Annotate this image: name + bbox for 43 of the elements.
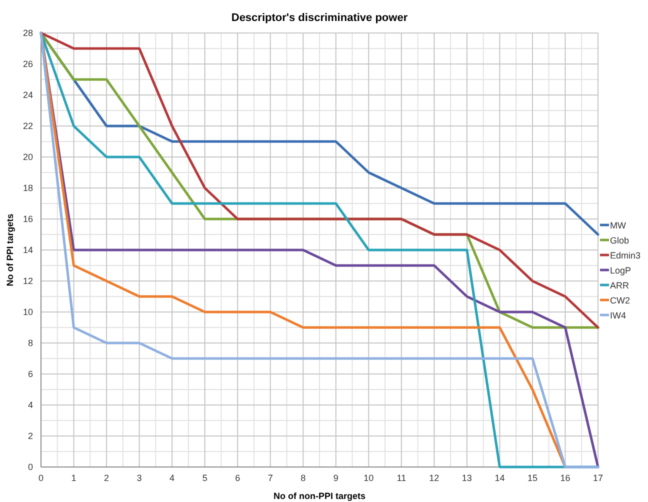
x-tick-label: 2 — [104, 473, 110, 483]
x-axis-title: No of non-PPI targets — [274, 491, 366, 501]
legend-label: ARR — [610, 280, 630, 290]
y-tick-label: 8 — [28, 338, 33, 348]
legend-label: MW — [610, 220, 626, 230]
y-tick-label: 0 — [28, 462, 33, 472]
x-tick-label: 5 — [202, 473, 208, 483]
y-tick-label: 22 — [22, 121, 33, 131]
legend-label: CW2 — [610, 296, 630, 306]
y-tick-label: 14 — [22, 245, 33, 255]
y-tick-label: 18 — [22, 183, 33, 193]
x-tick-label: 8 — [300, 473, 306, 483]
x-tick-label: 7 — [268, 473, 273, 483]
y-axis-title: No of PPI targets — [5, 214, 15, 286]
x-tick-label: 4 — [170, 473, 175, 483]
x-tick-label: 9 — [333, 473, 338, 483]
y-tick-label: 16 — [22, 214, 33, 224]
y-tick-label: 24 — [22, 90, 33, 100]
x-tick-label: 0 — [38, 473, 44, 483]
x-tick-label: 6 — [235, 473, 240, 483]
x-tick-label: 17 — [592, 473, 604, 483]
x-tick-label: 16 — [560, 473, 570, 483]
x-tick-label: 11 — [396, 473, 406, 483]
y-tick-label: 4 — [28, 400, 33, 410]
x-tick-label: 14 — [494, 473, 505, 483]
y-tick-label: 26 — [22, 59, 33, 69]
x-tick-label: 1 — [71, 473, 76, 483]
y-tick-label: 20 — [22, 152, 33, 162]
y-tick-label: 6 — [28, 369, 33, 379]
x-tick-label: 3 — [136, 473, 142, 483]
x-tick-label: 15 — [527, 473, 538, 483]
y-tick-label: 12 — [22, 276, 33, 286]
chart-title: Descriptor's discriminative power — [231, 12, 408, 24]
x-tick-label: 10 — [364, 473, 374, 483]
y-tick-label: 28 — [22, 28, 33, 38]
legend-label: Glob — [610, 236, 630, 246]
y-tick-label: 2 — [28, 431, 33, 441]
legend-label: LogP — [610, 266, 632, 276]
x-tick-label: 12 — [429, 473, 440, 483]
x-tick-label: 13 — [462, 473, 472, 483]
legend-label: IW4 — [610, 310, 626, 320]
legend-label: Edmin3 — [610, 250, 641, 260]
y-tick-label: 10 — [22, 307, 33, 317]
